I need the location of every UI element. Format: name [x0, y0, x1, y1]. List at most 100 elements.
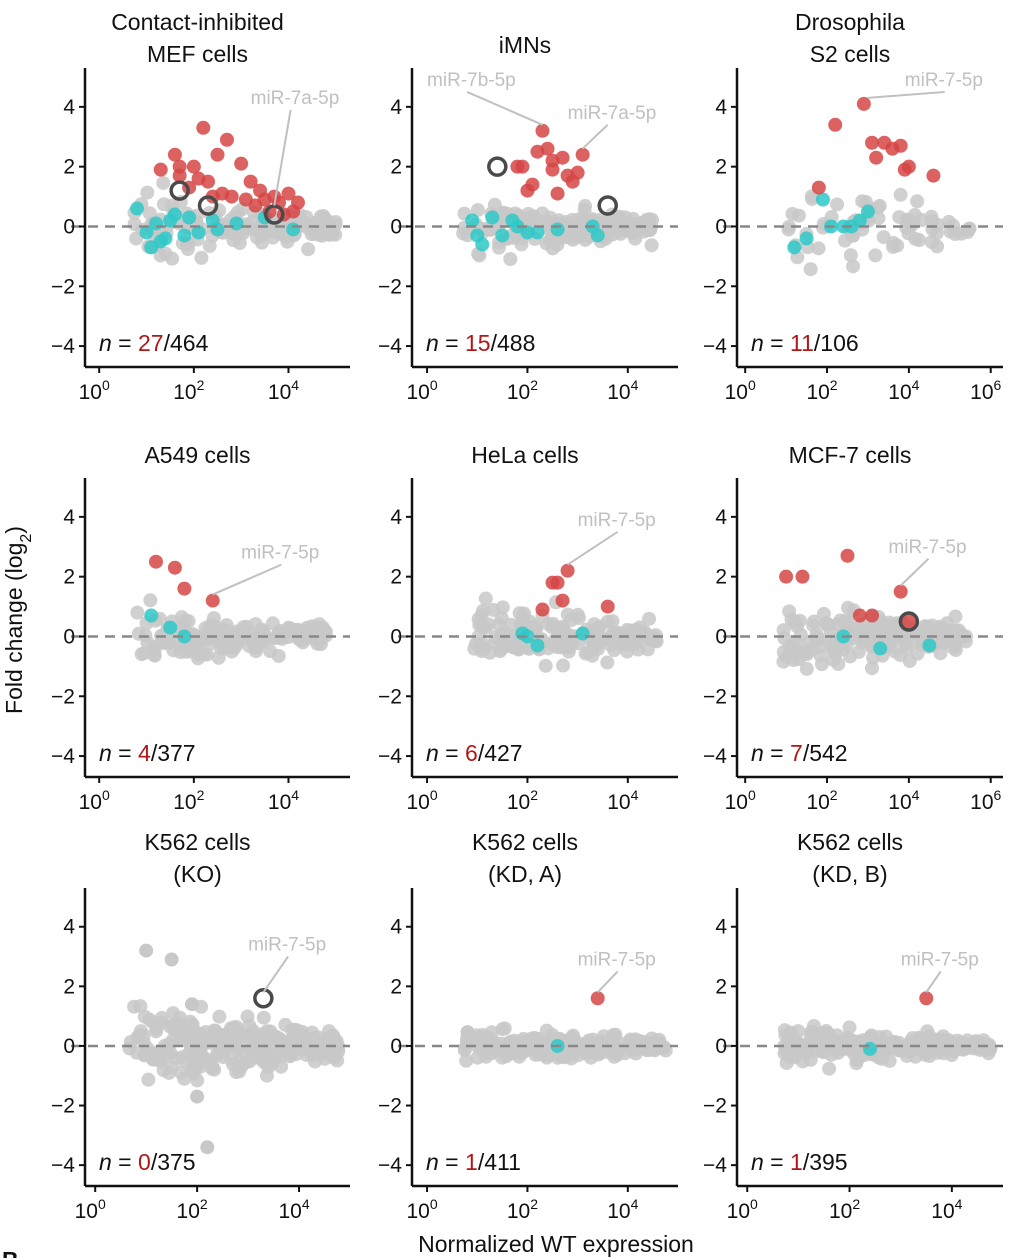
background-point: [556, 658, 571, 673]
up-point: [869, 150, 884, 165]
y-tick-label: 4: [390, 96, 402, 119]
background-point: [164, 952, 179, 967]
background-point: [256, 1010, 271, 1025]
background-point: [538, 658, 553, 673]
background-point: [306, 1031, 321, 1046]
label-leader-line: [212, 563, 282, 596]
x-tick-label: 100: [406, 1196, 437, 1223]
background-point: [849, 1056, 864, 1071]
background-point: [947, 623, 962, 638]
background-point: [183, 1014, 198, 1029]
background-point: [127, 999, 142, 1014]
down-point: [873, 641, 888, 656]
x-tick-label: 102: [507, 377, 538, 404]
background-point: [945, 635, 960, 650]
panel-title-line1: K562 cells: [472, 829, 578, 855]
background-point: [329, 1039, 344, 1054]
background-point: [799, 661, 814, 676]
background-point: [944, 1048, 959, 1063]
y-tick-label: −2: [703, 275, 727, 298]
panel-title: iMNs: [499, 32, 551, 58]
point-label: miR-7-5p: [905, 70, 983, 91]
point-label: miR-7-5p: [578, 949, 656, 970]
background-point: [460, 228, 475, 243]
background-point: [156, 175, 171, 190]
background-point: [481, 617, 496, 632]
y-tick-label: 0: [715, 625, 727, 648]
up-point: [865, 135, 880, 150]
background-point: [478, 591, 493, 606]
down-point: [177, 629, 192, 644]
background-point: [836, 642, 851, 657]
up-point: [201, 174, 216, 189]
point-label: miR-7b-5p: [427, 70, 516, 91]
down-point: [495, 228, 510, 243]
background-point: [839, 613, 854, 628]
label-leader-line: [581, 124, 609, 150]
up-point: [828, 117, 843, 132]
panel-6: miR-7-5p −4 −2 0 2 4 100 102 104 106 n = 7/542 MCF-…: [703, 442, 1003, 814]
y-tick-label: −4: [51, 745, 75, 768]
background-point: [846, 259, 861, 274]
background-point: [147, 648, 162, 663]
background-point: [204, 1061, 219, 1076]
up-point: [219, 132, 234, 147]
background-point: [542, 233, 557, 248]
background-point: [899, 220, 914, 235]
background-point: [813, 648, 828, 663]
down-point: [852, 213, 867, 228]
background-point: [167, 1017, 182, 1032]
n-count-label: n = 7/542: [751, 740, 848, 766]
y-tick-label: 2: [63, 156, 75, 179]
x-tick-label: 104: [931, 1196, 962, 1223]
highlight-ring: [597, 195, 618, 216]
x-tick-label: 102: [173, 787, 204, 814]
down-point: [148, 216, 163, 231]
background-point: [127, 217, 142, 232]
down-point: [182, 210, 197, 225]
background-point: [878, 621, 893, 636]
up-point: [210, 147, 225, 162]
background-point: [567, 1032, 582, 1047]
points-group: [127, 120, 343, 266]
background-point: [560, 607, 575, 622]
background-point: [824, 638, 839, 653]
up-point: [248, 198, 263, 213]
background-point: [561, 628, 576, 643]
down-point: [229, 216, 244, 231]
y-tick-label: 0: [63, 1035, 75, 1058]
background-point: [470, 203, 485, 218]
down-point: [153, 234, 168, 249]
background-point: [905, 1041, 920, 1056]
background-point: [643, 221, 658, 236]
down-point: [286, 222, 301, 237]
down-point: [860, 204, 875, 219]
panel-title: S2 cells: [810, 41, 891, 67]
background-point: [139, 943, 154, 958]
label-leader-line: [867, 90, 945, 99]
panel-title: MCF-7 cells: [789, 442, 912, 468]
background-point: [948, 227, 963, 242]
background-point: [143, 593, 158, 608]
panel-title: (KD, A): [488, 861, 562, 887]
panel-title: HeLa cells: [471, 442, 578, 468]
y-tick-label: 4: [390, 916, 402, 939]
background-point: [506, 640, 521, 655]
background-point: [259, 1046, 274, 1061]
y-tick-label: 0: [715, 1035, 727, 1058]
down-point: [530, 638, 545, 653]
panel-title: A549 cells: [144, 442, 250, 468]
background-point: [578, 232, 593, 247]
background-point: [173, 1065, 188, 1080]
background-point: [565, 212, 580, 227]
background-point: [148, 1048, 163, 1063]
up-point: [243, 174, 258, 189]
background-point: [202, 238, 217, 253]
background-point: [153, 248, 168, 263]
background-point: [811, 241, 826, 256]
y-tick-label: −2: [378, 275, 402, 298]
points-group: [467, 563, 664, 673]
panel-title: MEF cells: [147, 41, 248, 67]
down-point: [144, 608, 159, 623]
y-tick-label: −2: [51, 275, 75, 298]
